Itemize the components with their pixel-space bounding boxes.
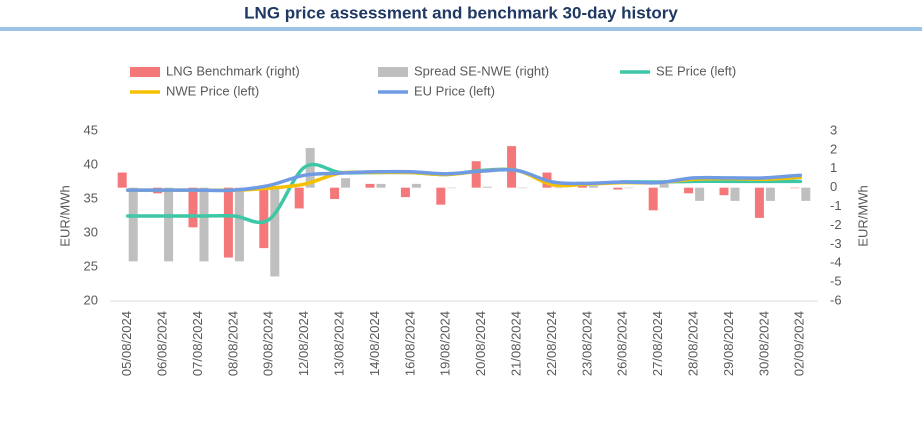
bar (117, 172, 127, 188)
bar (330, 187, 340, 199)
bar (507, 146, 517, 188)
bar (270, 187, 280, 277)
x-tick-label: 07/08/2024 (190, 311, 205, 376)
bar (790, 187, 800, 189)
y-tick-label: 35 (84, 190, 98, 205)
legend-label: NWE Price (left) (166, 83, 259, 98)
title-rule (0, 27, 922, 31)
y2-tick-label: -4 (830, 255, 842, 270)
x-tick-label: 02/09/2024 (792, 311, 807, 376)
bar (376, 183, 386, 188)
legend-label: Spread SE-NWE (right) (414, 63, 549, 78)
legend-label: LNG Benchmark (right) (166, 63, 300, 78)
bar (624, 187, 634, 189)
x-tick-label: 30/08/2024 (756, 311, 771, 376)
y2-axis-label: EUR/MWh (855, 185, 870, 246)
bar (341, 178, 351, 188)
x-tick-label: 19/08/2024 (438, 311, 453, 376)
y2-tick-label: 0 (830, 179, 837, 194)
bar (613, 187, 623, 190)
bar (164, 187, 174, 262)
line (125, 167, 803, 193)
y-axis-label: EUR/MWh (57, 185, 72, 246)
legend-swatch (130, 67, 160, 77)
bar (234, 187, 244, 262)
y-tick-label: 30 (84, 224, 98, 239)
bar (648, 187, 658, 211)
bar (294, 187, 304, 209)
bar (259, 187, 269, 249)
x-tick-label: 28/08/2024 (686, 311, 701, 376)
bar (447, 187, 457, 189)
x-tick-label: 16/08/2024 (402, 311, 417, 376)
x-tick-label: 09/08/2024 (261, 311, 276, 376)
bar (365, 183, 375, 188)
bar (577, 185, 587, 188)
x-tick-label: 06/08/2024 (155, 311, 170, 376)
x-tick-label: 14/08/2024 (367, 311, 382, 376)
bar (471, 161, 481, 188)
x-tick-label: 20/08/2024 (473, 311, 488, 376)
x-tick-label: 05/08/2024 (119, 311, 134, 376)
x-tick-label: 12/08/2024 (296, 311, 311, 376)
bar (482, 186, 492, 188)
x-tick-label: 22/08/2024 (544, 311, 559, 376)
x-tick-label: 26/08/2024 (615, 311, 630, 376)
y2-tick-label: 2 (830, 141, 837, 156)
bar (801, 187, 811, 201)
y2-tick-label: 1 (830, 160, 837, 175)
x-tick-label: 08/08/2024 (225, 311, 240, 376)
bar (305, 148, 315, 188)
y-tick-label: 25 (84, 258, 98, 273)
x-tick-label: 13/08/2024 (332, 311, 347, 376)
bar (188, 187, 198, 228)
bar (223, 187, 233, 258)
y-tick-label: 45 (84, 122, 98, 137)
y2-tick-label: -5 (830, 274, 842, 289)
bar (684, 187, 694, 194)
legend-label: SE Price (left) (656, 63, 736, 78)
bar (659, 183, 669, 188)
bar (411, 183, 421, 188)
bar (128, 187, 138, 262)
y-tick-label: 20 (84, 292, 98, 307)
chart-title: LNG price assessment and benchmark 30-da… (244, 3, 678, 22)
bar (765, 187, 775, 201)
bar (518, 187, 528, 189)
bar (199, 187, 209, 262)
x-tick-label: 27/08/2024 (650, 311, 665, 376)
y2-tick-label: -6 (830, 292, 842, 307)
legend-swatch (378, 67, 408, 77)
y-tick-label: 40 (84, 156, 98, 171)
bar (754, 187, 764, 218)
legend-label: EU Price (left) (414, 83, 495, 98)
bar (400, 187, 410, 198)
bar (730, 187, 740, 201)
x-tick-label: 23/08/2024 (579, 311, 594, 376)
y2-tick-label: -2 (830, 217, 842, 232)
y2-tick-label: -3 (830, 236, 842, 251)
bar (719, 187, 729, 196)
bar (436, 187, 446, 205)
bar (695, 187, 705, 201)
y2-tick-label: 3 (830, 122, 837, 137)
x-tick-label: 21/08/2024 (509, 311, 524, 376)
bar (588, 185, 598, 188)
bar (553, 187, 563, 189)
y2-tick-label: -1 (830, 198, 842, 213)
x-tick-label: 29/08/2024 (721, 311, 736, 376)
